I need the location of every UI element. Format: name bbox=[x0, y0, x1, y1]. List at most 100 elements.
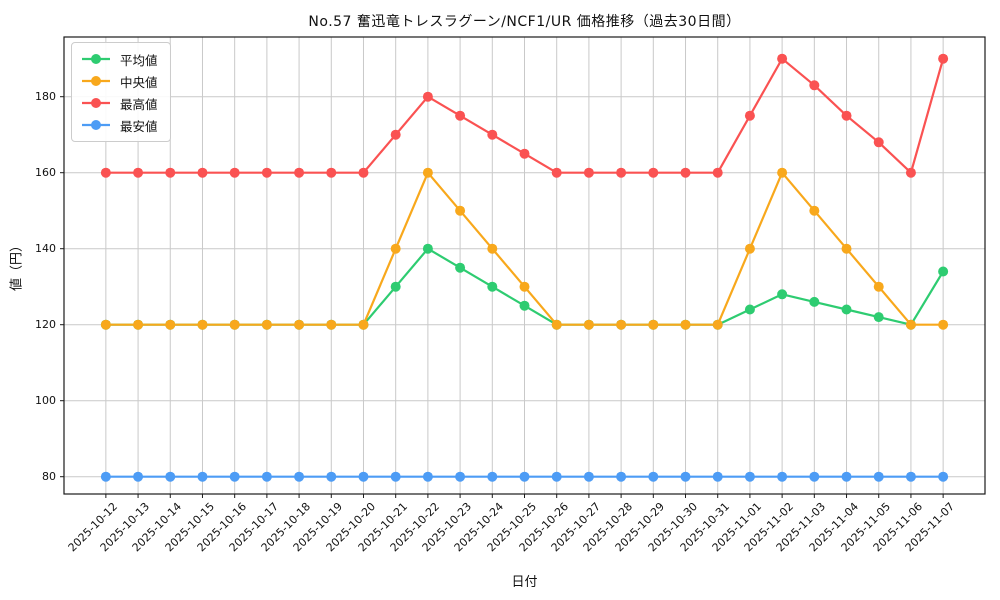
data-point-avg bbox=[938, 266, 949, 277]
data-point-max bbox=[551, 167, 562, 178]
data-point-min bbox=[551, 471, 562, 482]
data-point-median bbox=[326, 319, 337, 330]
data-point-min bbox=[261, 471, 272, 482]
data-point-max bbox=[133, 167, 144, 178]
data-point-min bbox=[873, 471, 884, 482]
data-point-median bbox=[229, 319, 240, 330]
y-tick-label: 140 bbox=[35, 241, 56, 255]
data-point-min bbox=[648, 471, 659, 482]
data-point-avg bbox=[809, 296, 820, 307]
legend-item-max: 最高値 bbox=[81, 94, 158, 112]
legend-label: 最高値 bbox=[120, 96, 158, 112]
data-point-median bbox=[100, 319, 111, 330]
data-point-avg bbox=[519, 300, 530, 311]
data-point-median bbox=[261, 319, 272, 330]
data-point-min bbox=[294, 471, 305, 482]
legend: 平均値中央値最高値最安値 bbox=[71, 42, 171, 142]
x-axis-label: 日付 bbox=[511, 575, 538, 590]
data-point-min bbox=[616, 471, 627, 482]
data-point-min bbox=[358, 471, 369, 482]
data-point-min bbox=[165, 471, 176, 482]
data-point-max bbox=[777, 53, 788, 64]
chart-title: No.57 奮迅竜トレスラグーン/NCF1/UR 価格推移（過去30日間） bbox=[308, 14, 741, 30]
data-point-min bbox=[422, 471, 433, 482]
data-point-max bbox=[229, 167, 240, 178]
data-point-median bbox=[358, 319, 369, 330]
data-point-max bbox=[648, 167, 659, 178]
data-point-min bbox=[197, 471, 208, 482]
data-point-max bbox=[100, 167, 111, 178]
data-point-max bbox=[487, 129, 498, 140]
data-point-median bbox=[841, 243, 852, 254]
data-point-median bbox=[616, 319, 627, 330]
data-point-max bbox=[358, 167, 369, 178]
data-point-max bbox=[455, 110, 466, 121]
data-point-median bbox=[165, 319, 176, 330]
data-point-max bbox=[390, 129, 401, 140]
data-point-median bbox=[938, 319, 949, 330]
data-point-avg bbox=[422, 243, 433, 254]
data-point-max bbox=[873, 137, 884, 148]
legend-marker-avg bbox=[82, 54, 110, 64]
y-tick-label: 80 bbox=[42, 469, 56, 483]
data-point-median bbox=[197, 319, 208, 330]
legend-label: 中央値 bbox=[120, 74, 158, 90]
data-point-median bbox=[680, 319, 691, 330]
data-point-median bbox=[551, 319, 562, 330]
data-point-max bbox=[616, 167, 627, 178]
data-point-max bbox=[744, 110, 755, 121]
legend-marker-max bbox=[82, 98, 110, 108]
data-point-avg bbox=[455, 262, 466, 273]
y-tick-label: 180 bbox=[35, 89, 56, 103]
data-point-avg bbox=[777, 289, 788, 300]
data-point-min bbox=[390, 471, 401, 482]
legend-item-median: 中央値 bbox=[81, 72, 158, 90]
data-point-min bbox=[680, 471, 691, 482]
data-point-median bbox=[809, 205, 820, 216]
y-tick-label: 120 bbox=[35, 317, 56, 331]
data-point-median bbox=[905, 319, 916, 330]
data-point-median bbox=[487, 243, 498, 254]
data-point-max bbox=[712, 167, 723, 178]
data-point-min bbox=[777, 471, 788, 482]
data-point-max bbox=[261, 167, 272, 178]
data-point-min bbox=[133, 471, 144, 482]
data-point-avg bbox=[390, 281, 401, 292]
legend-marker-min bbox=[82, 120, 110, 130]
data-point-avg bbox=[487, 281, 498, 292]
data-point-max bbox=[294, 167, 305, 178]
data-point-avg bbox=[841, 304, 852, 315]
data-point-min bbox=[809, 471, 820, 482]
data-point-median bbox=[873, 281, 884, 292]
data-point-median bbox=[294, 319, 305, 330]
data-point-median bbox=[648, 319, 659, 330]
data-point-median bbox=[422, 167, 433, 178]
data-point-min bbox=[583, 471, 594, 482]
data-point-max bbox=[841, 110, 852, 121]
data-point-median bbox=[133, 319, 144, 330]
data-point-max bbox=[905, 167, 916, 178]
data-point-min bbox=[938, 471, 949, 482]
data-point-avg bbox=[873, 312, 884, 323]
data-point-max bbox=[165, 167, 176, 178]
data-point-min bbox=[519, 471, 530, 482]
data-point-max bbox=[680, 167, 691, 178]
y-tick-label: 160 bbox=[35, 165, 56, 179]
legend-label: 平均値 bbox=[120, 52, 158, 68]
data-point-min bbox=[100, 471, 111, 482]
data-point-max bbox=[326, 167, 337, 178]
data-point-median bbox=[519, 281, 530, 292]
legend-label: 最安値 bbox=[120, 118, 158, 134]
data-point-min bbox=[841, 471, 852, 482]
data-point-median bbox=[712, 319, 723, 330]
data-point-max bbox=[809, 80, 820, 91]
data-point-median bbox=[777, 167, 788, 178]
legend-marker-median bbox=[82, 76, 110, 86]
y-tick-label: 100 bbox=[35, 393, 56, 407]
data-point-max bbox=[519, 148, 530, 159]
data-point-max bbox=[583, 167, 594, 178]
data-point-min bbox=[712, 471, 723, 482]
data-point-min bbox=[744, 471, 755, 482]
legend-item-min: 最安値 bbox=[81, 116, 158, 134]
